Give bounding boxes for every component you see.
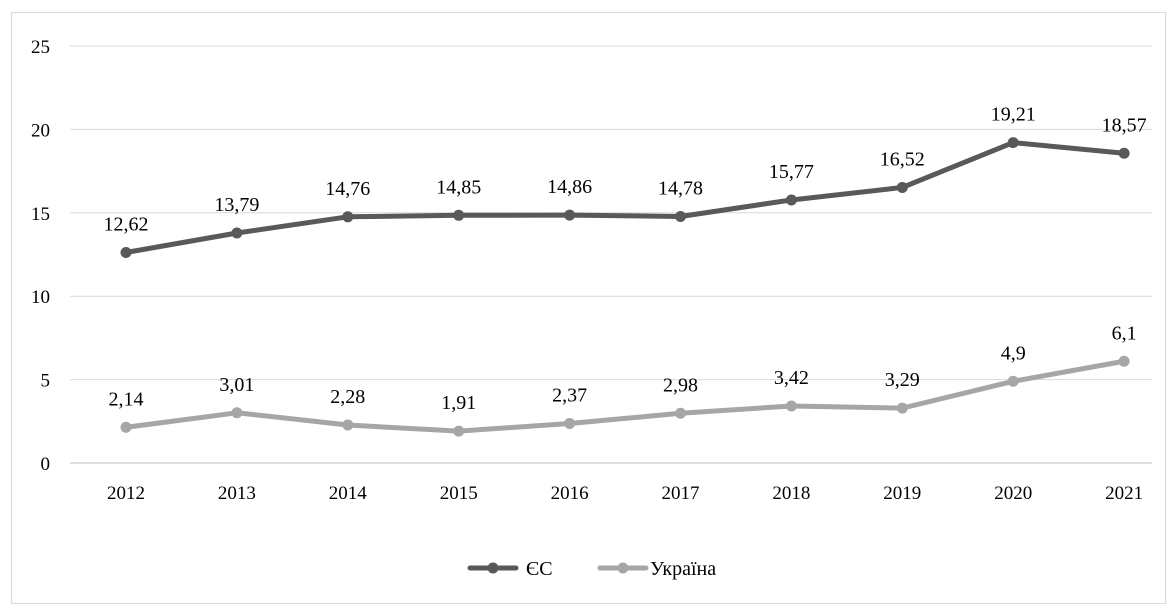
data-label: 2,98 [663, 374, 698, 396]
data-label: 14,76 [325, 178, 370, 200]
data-point [675, 407, 686, 419]
data-label: 12,62 [104, 213, 149, 235]
y-tick-label: 20 [31, 120, 50, 141]
data-label: 13,79 [214, 194, 259, 216]
data-point [120, 421, 132, 433]
x-tick-label: 2021 [1105, 483, 1143, 504]
x-tick-label: 2015 [440, 483, 478, 504]
y-tick-label: 10 [31, 287, 50, 308]
data-point [564, 417, 576, 429]
data-label: 16,52 [880, 148, 925, 170]
y-tick-label: 25 [31, 37, 50, 58]
data-label: 2,28 [330, 386, 365, 408]
chart-frame [11, 12, 1166, 604]
x-tick-label: 2013 [218, 483, 256, 504]
data-label: 4,9 [1001, 342, 1026, 364]
data-point [785, 400, 797, 412]
data-label: 3,01 [219, 374, 254, 396]
gridlines [70, 45, 1152, 464]
x-tick-label: 2016 [551, 483, 589, 504]
series-line-0 [123, 140, 1127, 255]
data-point [896, 402, 908, 414]
data-label: 14,85 [436, 176, 481, 198]
x-tick-label: 2017 [662, 483, 700, 504]
data-point [1007, 137, 1019, 149]
data-point [1007, 375, 1019, 387]
legend: ЄС Україна [467, 558, 716, 580]
y-tick-label: 5 [41, 371, 51, 392]
data-label: 19,21 [991, 104, 1036, 126]
data-point [1118, 147, 1130, 159]
data-point [342, 211, 354, 223]
data-point [896, 181, 908, 193]
x-tick-label: 2014 [329, 483, 368, 504]
x-tick-label: 2020 [994, 483, 1032, 504]
data-point [785, 194, 797, 206]
data-label: 14,86 [547, 176, 592, 198]
data-point [675, 210, 686, 222]
legend-label-1: Україна [650, 558, 716, 580]
y-tick-label: 15 [31, 204, 50, 225]
data-label: 2,37 [552, 384, 587, 406]
series-lines [120, 137, 1130, 437]
data-point [342, 419, 354, 431]
data-label: 18,57 [1102, 114, 1147, 136]
data-point [120, 246, 132, 258]
data-label: 15,77 [769, 161, 814, 183]
data-label: 14,78 [658, 177, 703, 199]
data-point [564, 209, 576, 221]
data-labels: 12,62 13,79 14,76 14,85 14,86 14,78 15,77 16,52… [104, 104, 1147, 415]
data-label: 3,42 [774, 367, 809, 389]
data-point [231, 227, 243, 239]
data-point [453, 425, 465, 437]
series-line-1 [123, 358, 1127, 434]
x-tick-label: 2019 [883, 483, 921, 504]
legend-marker-1 [617, 562, 629, 574]
data-label: 2,14 [109, 388, 144, 410]
data-point [1118, 355, 1130, 367]
legend-marker-0 [487, 562, 499, 574]
data-label: 1,91 [441, 392, 476, 414]
x-tick-label: 2018 [772, 483, 810, 504]
axes: 0 5 10 15 20 25 2012 2013 2014 2015 2016 2017 2018 20… [31, 37, 1152, 504]
data-label: 6,1 [1112, 322, 1137, 344]
y-tick-label: 0 [41, 454, 51, 475]
legend-label-0: ЄС [526, 558, 553, 580]
data-point [231, 407, 243, 419]
data-label: 3,29 [885, 369, 920, 391]
data-point [453, 209, 465, 221]
x-tick-label: 2012 [107, 483, 145, 504]
